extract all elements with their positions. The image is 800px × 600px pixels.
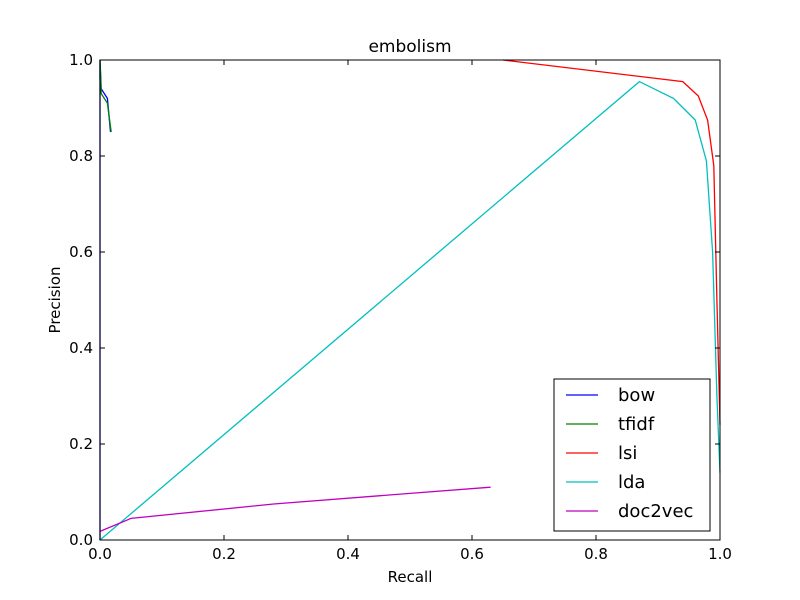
x-axis-label: Recall <box>388 568 433 586</box>
legend-frame <box>553 378 711 532</box>
y-tick-label: 0.2 <box>69 435 93 453</box>
series-line-lsi <box>502 59 721 425</box>
x-tick-label: 0.8 <box>584 545 608 563</box>
x-tick-label: 0.0 <box>88 545 112 563</box>
legend: bow tfidf lsi lda doc2vec <box>553 378 711 532</box>
legend-label-lda: lda <box>618 472 645 493</box>
x-tick-label: 0.2 <box>212 545 236 563</box>
axes-frame <box>99 59 721 541</box>
y-axis-label: Precision <box>46 267 64 334</box>
series-line-doc2vec <box>99 486 491 532</box>
y-tick-label: 0.4 <box>69 339 93 357</box>
x-tick-label: 0.4 <box>336 545 360 563</box>
x-tick-label: 0.6 <box>460 545 484 563</box>
y-tick-label: 1.0 <box>69 51 93 69</box>
y-tick-label: 0.0 <box>69 531 93 549</box>
legend-label-doc2vec: doc2vec <box>618 501 693 522</box>
y-tick-label: 0.8 <box>69 147 93 165</box>
series-line-lda <box>99 80 721 541</box>
legend-label-bow: bow <box>618 385 655 406</box>
ticks-layer: 0.0 0.2 0.4 0.6 0.8 1.0 0.0 0.2 0.4 0.6 0.8 1.0 <box>69 51 732 563</box>
y-tick-label: 0.6 <box>69 243 93 261</box>
legend-label-lsi: lsi <box>618 443 637 464</box>
x-tick-label: 1.0 <box>708 545 732 563</box>
legend-label-tfidf: tfidf <box>618 414 655 435</box>
chart-title: embolism <box>368 37 451 57</box>
